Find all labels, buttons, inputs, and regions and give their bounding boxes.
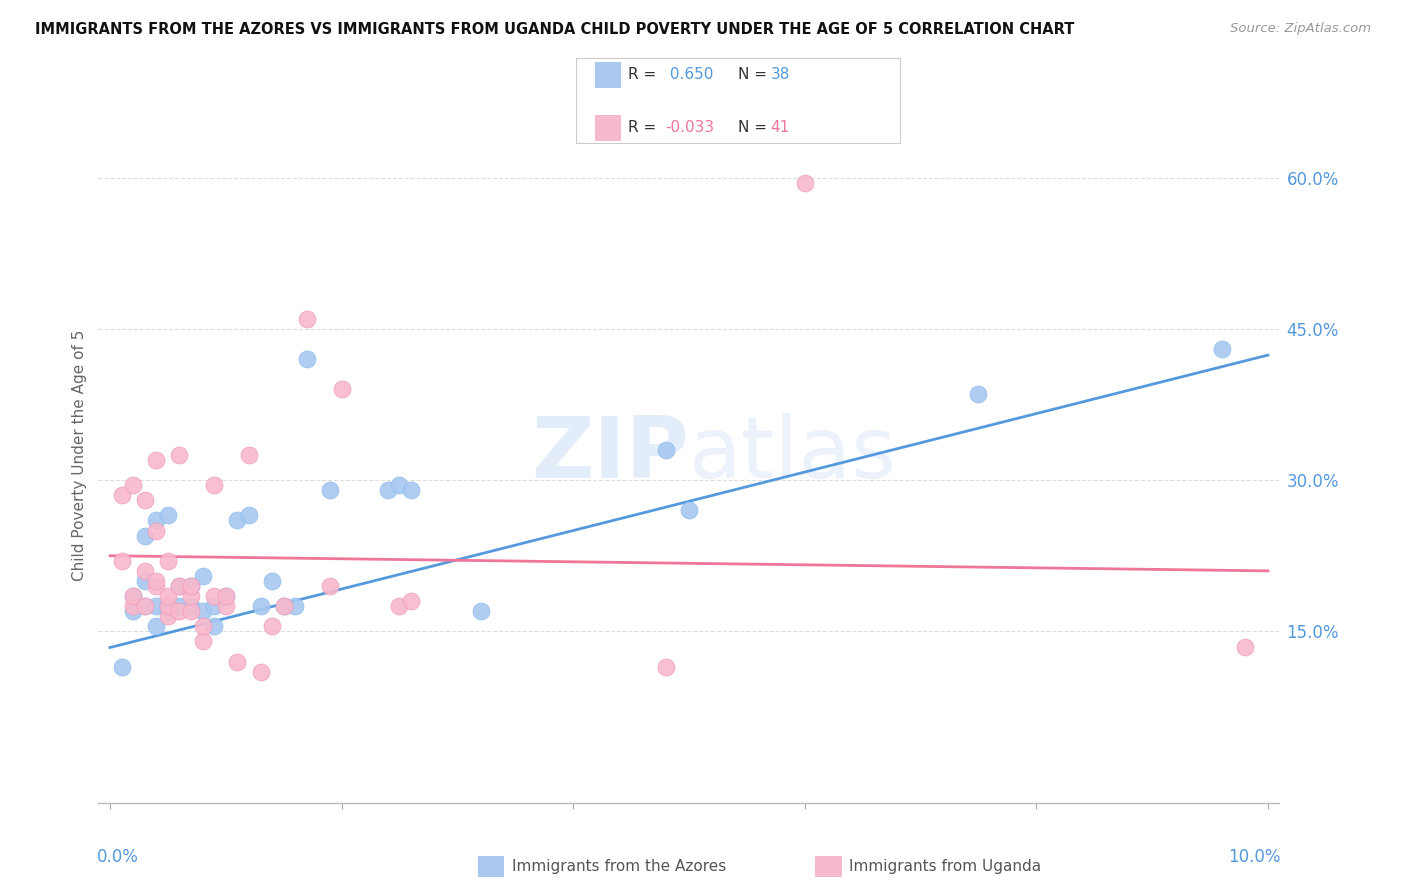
Point <box>202 478 225 492</box>
Point <box>330 383 353 397</box>
Point <box>1211 342 1233 356</box>
Point <box>180 599 202 614</box>
Point <box>145 579 167 593</box>
Point <box>226 655 249 669</box>
Point <box>145 513 167 527</box>
Point <box>1233 640 1256 654</box>
Point <box>145 453 167 467</box>
Point <box>399 483 422 498</box>
Text: Source: ZipAtlas.com: Source: ZipAtlas.com <box>1230 22 1371 36</box>
Point <box>134 574 156 588</box>
Point <box>295 352 318 367</box>
Point <box>122 604 145 618</box>
Point <box>249 599 271 614</box>
Point <box>180 579 202 593</box>
Point <box>273 599 295 614</box>
Point <box>180 579 202 593</box>
Point <box>238 448 260 462</box>
Point <box>110 554 132 568</box>
Text: 0.650: 0.650 <box>665 67 713 81</box>
Point <box>169 599 191 614</box>
Point <box>156 599 179 614</box>
Text: 38: 38 <box>770 67 790 81</box>
Point <box>202 599 225 614</box>
Point <box>191 604 214 618</box>
Point <box>191 569 214 583</box>
Text: Immigrants from Uganda: Immigrants from Uganda <box>849 859 1042 873</box>
Point <box>180 589 202 603</box>
Point <box>202 589 225 603</box>
Point <box>134 564 156 578</box>
Point <box>262 574 284 588</box>
Point <box>284 599 307 614</box>
Point <box>191 634 214 648</box>
Point <box>793 176 815 190</box>
Point <box>134 528 156 542</box>
Point <box>156 604 179 618</box>
Text: IMMIGRANTS FROM THE AZORES VS IMMIGRANTS FROM UGANDA CHILD POVERTY UNDER THE AGE: IMMIGRANTS FROM THE AZORES VS IMMIGRANTS… <box>35 22 1074 37</box>
Point <box>678 503 700 517</box>
Point <box>134 493 156 508</box>
Point <box>156 508 179 523</box>
Text: R =: R = <box>628 120 662 135</box>
Point <box>202 619 225 633</box>
Point <box>262 619 284 633</box>
Point <box>156 554 179 568</box>
Point <box>377 483 399 498</box>
Point <box>122 478 145 492</box>
Point <box>319 483 342 498</box>
Text: 0.0%: 0.0% <box>97 848 139 866</box>
Point <box>122 589 145 603</box>
Y-axis label: Child Poverty Under the Age of 5: Child Poverty Under the Age of 5 <box>72 329 87 581</box>
Point <box>145 619 167 633</box>
Point <box>226 513 249 527</box>
Point <box>134 599 156 614</box>
Text: 10.0%: 10.0% <box>1229 848 1281 866</box>
Point <box>388 599 411 614</box>
Point <box>655 442 678 457</box>
Point <box>156 599 179 614</box>
Point <box>399 594 422 608</box>
Point <box>191 619 214 633</box>
Point <box>215 589 238 603</box>
Text: R =: R = <box>628 67 662 81</box>
Point <box>134 599 156 614</box>
Text: -0.033: -0.033 <box>665 120 714 135</box>
Text: N =: N = <box>738 67 772 81</box>
Text: Immigrants from the Azores: Immigrants from the Azores <box>512 859 725 873</box>
Point <box>169 579 191 593</box>
Point <box>145 524 167 538</box>
Point <box>295 311 318 326</box>
Point <box>319 579 342 593</box>
Point <box>110 488 132 502</box>
Point <box>273 599 295 614</box>
Point <box>169 448 191 462</box>
Point <box>156 609 179 624</box>
Text: 41: 41 <box>770 120 790 135</box>
Point <box>470 604 492 618</box>
Text: N =: N = <box>738 120 772 135</box>
Point <box>122 599 145 614</box>
Point <box>238 508 260 523</box>
Point <box>169 604 191 618</box>
Point <box>249 665 271 679</box>
Point <box>215 589 238 603</box>
Point <box>156 589 179 603</box>
Point <box>215 599 238 614</box>
Point <box>169 579 191 593</box>
Point <box>122 589 145 603</box>
Text: atlas: atlas <box>689 413 897 497</box>
Point <box>180 604 202 618</box>
Point <box>145 599 167 614</box>
Point <box>110 659 132 673</box>
Text: ZIP: ZIP <box>531 413 689 497</box>
Point <box>655 659 678 673</box>
Point <box>967 387 990 401</box>
Point <box>145 574 167 588</box>
Point <box>388 478 411 492</box>
